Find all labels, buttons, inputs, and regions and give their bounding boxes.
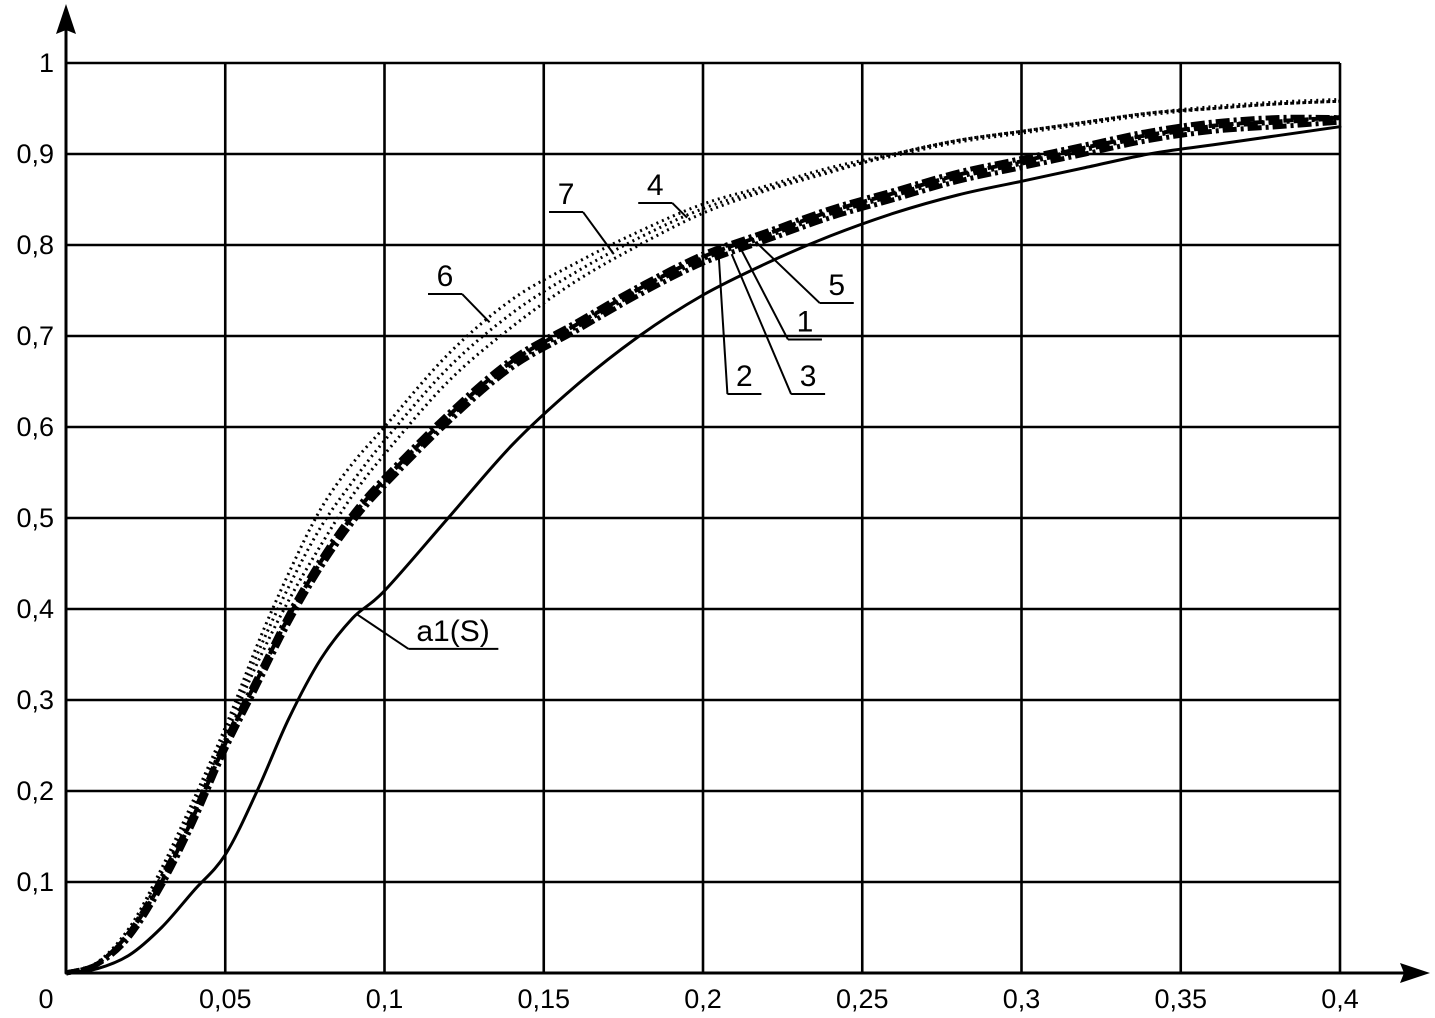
annotation-label: 3 (800, 360, 817, 393)
series-line-4 (65, 97, 1341, 975)
y-tick-label: 0,9 (16, 139, 54, 169)
y-tick-label: 0,5 (16, 503, 54, 533)
x-axis-arrow (1400, 963, 1430, 983)
annotation-label: 6 (437, 260, 454, 293)
series-line-3 (65, 114, 1341, 976)
y-tick-labels: 0,1 0,2 0,3 0,4 0,5 0,6 0,7 0,8 0,9 1 (16, 48, 54, 897)
annotations: 7 4 6 51 2 3 a1(S) (355, 169, 854, 650)
x-tick-label: 0 (38, 984, 53, 1014)
y-tick-label: 0,7 (16, 321, 54, 351)
x-tick-label: 0,3 (1003, 984, 1041, 1014)
y-tick-label: 0,3 (16, 685, 54, 715)
y-tick-label: 0,8 (16, 230, 54, 260)
y-tick-label: 0,6 (16, 412, 54, 442)
x-tick-label: 0,35 (1154, 984, 1207, 1014)
series-line-2 (65, 119, 1341, 976)
x-tick-label: 0,1 (366, 984, 404, 1014)
annotation-label: a1(S) (416, 615, 489, 648)
y-tick-label: 0,4 (16, 594, 54, 624)
y-tick-label: 1 (39, 48, 54, 78)
annotation-label: 5 (828, 269, 845, 302)
y-tick-label: 0,1 (16, 867, 54, 897)
series-line-a1s (64, 125, 1342, 975)
annotation-label: 2 (736, 360, 753, 393)
grid (66, 61, 1342, 973)
y-axis-arrow (56, 4, 76, 34)
x-tick-label: 0,15 (517, 984, 570, 1014)
y-tick-label: 0,2 (16, 776, 54, 806)
series-line-7 (65, 99, 1341, 975)
x-tick-label: 0,25 (836, 984, 889, 1014)
x-tick-label: 0,4 (1321, 984, 1359, 1014)
x-tick-label: 0,05 (199, 984, 252, 1014)
annotation-leader (582, 211, 615, 255)
annotation-label: 7 (558, 178, 575, 211)
series-line-5 (65, 115, 1341, 975)
annotation-label: 4 (647, 169, 664, 202)
annotation-leader (355, 612, 409, 650)
annotation-leader (756, 242, 821, 304)
series-lines (64, 97, 1342, 976)
annotation-leader (671, 202, 688, 219)
axes (56, 4, 1430, 983)
annotation-leader (461, 293, 491, 324)
annotation-leader (730, 253, 793, 395)
annotation-leader (740, 249, 789, 340)
x-tick-labels: 0 0,05 0,1 0,15 0,2 0,25 0,3 0,35 0,4 (38, 984, 1358, 1014)
annotation-label: 1 (797, 305, 814, 338)
x-tick-label: 0,2 (684, 984, 722, 1014)
annotation-leader (717, 258, 729, 395)
